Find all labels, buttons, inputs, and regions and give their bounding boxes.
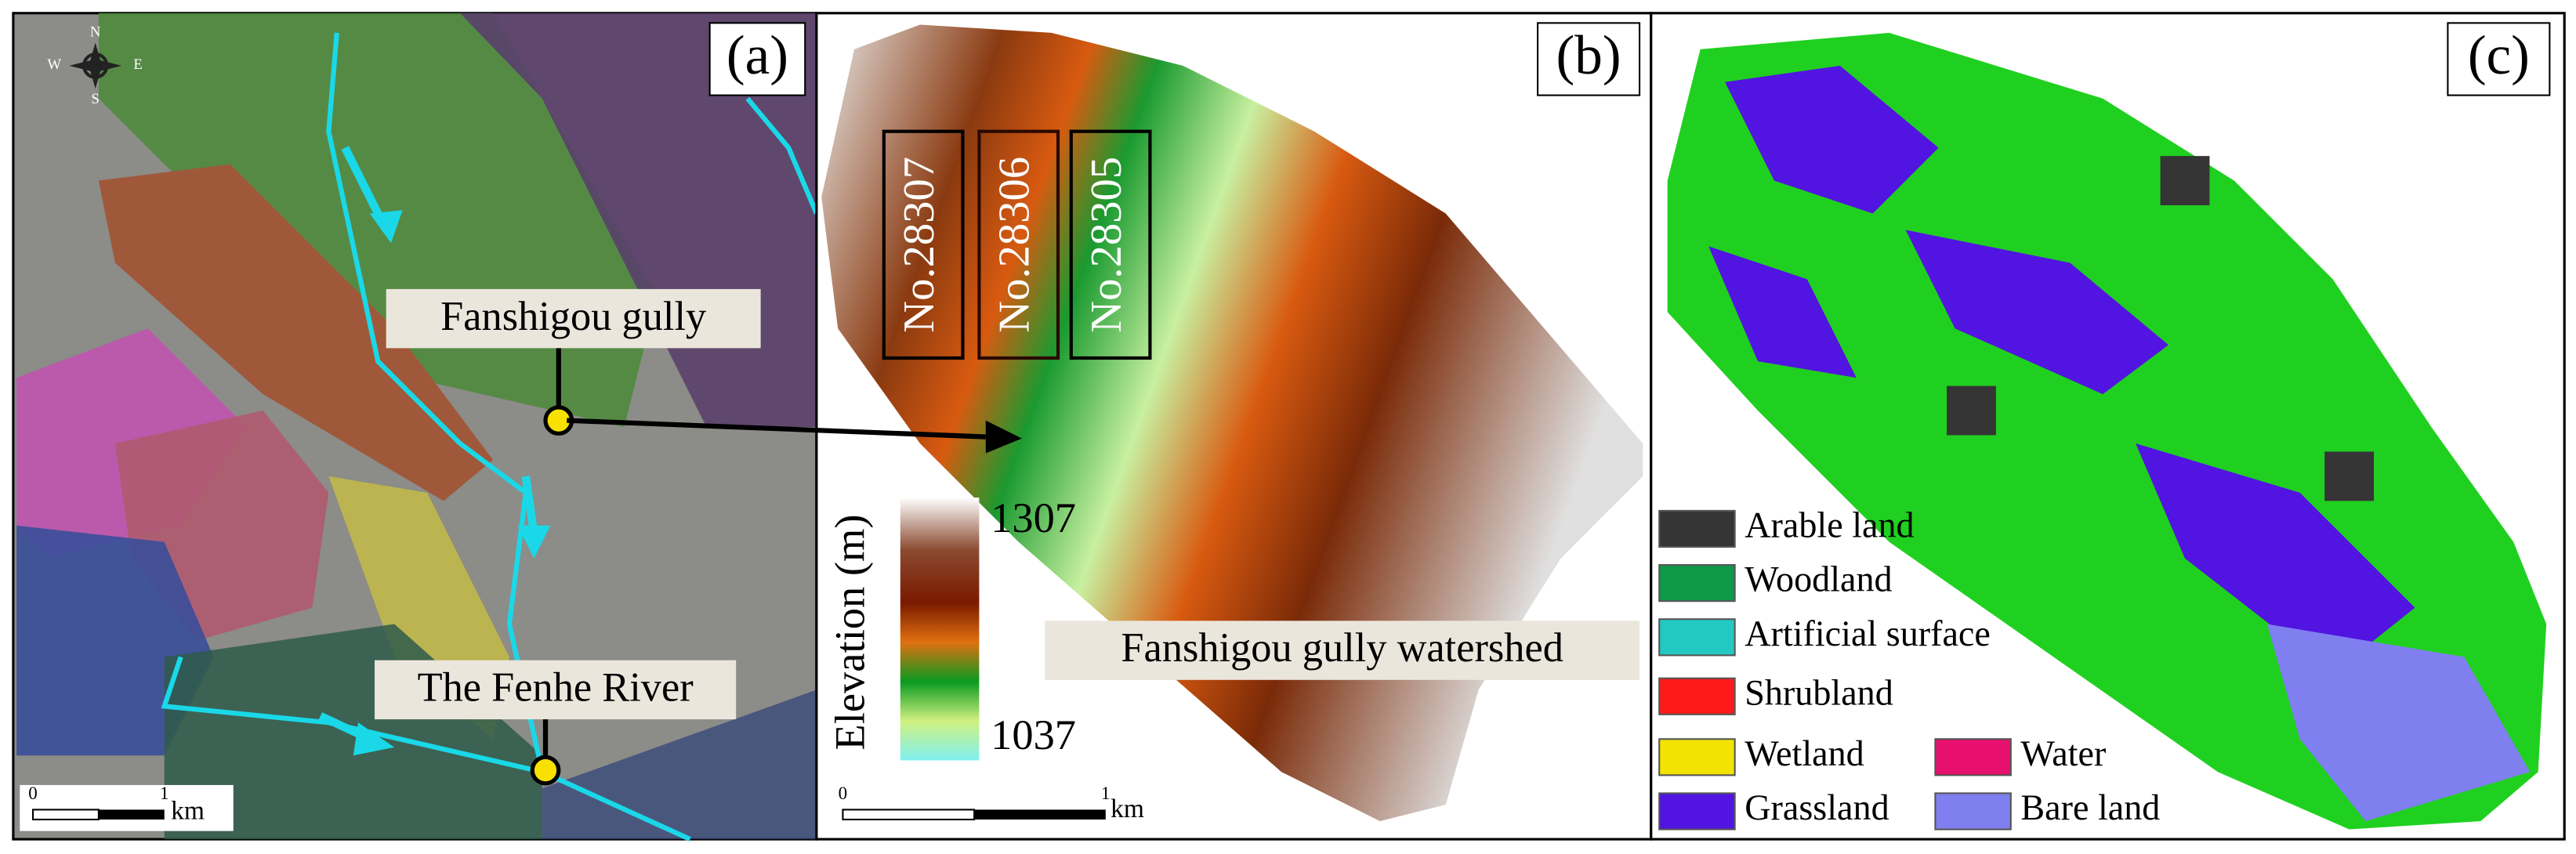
legend-swatch — [1658, 618, 1736, 657]
panel-label-box — [708, 22, 806, 96]
annotation-box — [375, 660, 737, 720]
panel-c: (c) Arable land Woodland Artificial surfac… — [1650, 12, 2566, 841]
legend-swatch — [1658, 677, 1736, 715]
annotation: Fanshigou gully — [440, 294, 706, 339]
mine-label: No.28306 — [991, 157, 1039, 333]
flow-arrow-head — [517, 525, 551, 559]
legend-swatch — [1658, 792, 1736, 830]
mine-box — [977, 129, 1060, 360]
annotation-box — [1045, 621, 1640, 680]
legend-label: Wetland — [1745, 733, 1864, 773]
compass-e: E — [133, 56, 143, 73]
legend-label: Artificial surface — [1745, 613, 1991, 653]
colorbar — [900, 498, 980, 761]
legend-label: Arable land — [1745, 505, 1914, 545]
legend-label: Woodland — [1745, 559, 1892, 599]
landcover-patch — [1905, 230, 2169, 395]
river — [745, 96, 819, 215]
legend-swatch — [1658, 509, 1736, 548]
legend: Arable land Woodland Artificial surface Shr… — [1658, 505, 2160, 830]
panel-label: (b) — [1556, 24, 1621, 86]
compass-n: N — [90, 24, 101, 40]
legend-label: Water — [2020, 733, 2106, 773]
legend-label: Bare land — [2020, 787, 2160, 827]
scale-label: 1 — [160, 783, 169, 803]
landcover-patch — [2136, 443, 2415, 674]
colorbar-max: 1307 — [991, 494, 1076, 541]
panel-label: (a) — [726, 24, 788, 86]
compass-w: W — [47, 56, 61, 73]
location-point — [530, 754, 561, 786]
link-arrow — [567, 418, 986, 440]
river — [161, 656, 543, 775]
panel-label: (c) — [2468, 24, 2530, 86]
annotation: The Fenhe River — [418, 665, 694, 711]
legend-label: Shrubland — [1745, 672, 1893, 712]
panel-label-box — [1537, 22, 1641, 96]
scale-label: 0 — [839, 783, 848, 803]
scale-bar-bg — [20, 784, 234, 831]
panel-b: (b) No.28307 No.28306 No.28305 Elevation (… — [567, 12, 1653, 841]
watershed — [98, 164, 493, 501]
landcover-patch — [1725, 65, 1939, 214]
scale-unit: km — [171, 796, 205, 825]
legend-swatch — [1934, 792, 2012, 830]
colorbar-min: 1037 — [991, 711, 1076, 758]
landcover-patch — [1947, 385, 1996, 436]
flow-arrow-head — [369, 210, 403, 244]
panel-label-box — [2447, 22, 2551, 96]
legend-swatch — [1658, 564, 1736, 603]
landcover-patch — [2324, 451, 2375, 501]
scale-label: 1 — [1101, 783, 1110, 803]
river — [326, 32, 691, 841]
mine-box — [1069, 129, 1152, 360]
landcover-patch — [2266, 624, 2531, 822]
panel-a: N S E W (a) Fanshigou gully The Fenhe Ri… — [12, 12, 819, 841]
flow-arrow — [521, 476, 538, 534]
link-arrow-head — [985, 420, 1022, 454]
colorbar-title: Elevation (m) — [826, 514, 874, 750]
legend-swatch — [1658, 738, 1736, 776]
annotation-box — [386, 288, 761, 349]
landcover-patch — [1708, 246, 1857, 378]
flow-arrow-head — [353, 722, 395, 756]
legend-swatch — [1934, 738, 2012, 776]
landcover-patch — [2160, 156, 2210, 206]
compass-s: S — [91, 91, 100, 107]
mine-label: No.28307 — [895, 157, 944, 333]
mine-label: No.28305 — [1082, 157, 1131, 333]
scale-unit: km — [1110, 794, 1144, 823]
legend-label: Grassland — [1745, 787, 1889, 827]
annotation: Fanshigou gully watershed — [1121, 625, 1563, 671]
scale-label: 0 — [28, 783, 38, 803]
mine-box — [882, 129, 965, 360]
